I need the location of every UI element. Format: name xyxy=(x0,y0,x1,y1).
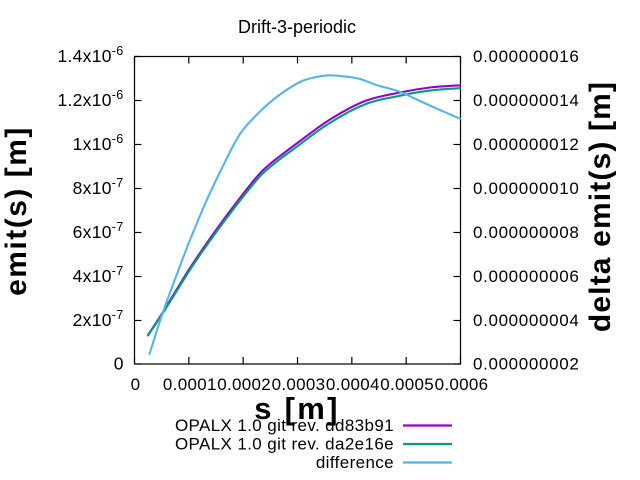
svg-text:0.0001: 0.0001 xyxy=(163,375,217,394)
svg-text:1.4x10-6: 1.4x10-6 xyxy=(57,44,123,66)
svg-text:emit(s) [m]: emit(s) [m] xyxy=(0,126,33,296)
svg-text:6x10-7: 6x10-7 xyxy=(73,220,124,242)
svg-text:1.2x10-6: 1.2x10-6 xyxy=(57,88,123,110)
svg-text:0: 0 xyxy=(114,354,124,374)
svg-text:0.0004: 0.0004 xyxy=(326,375,380,394)
svg-text:0: 0 xyxy=(131,375,141,394)
svg-text:0.0005: 0.0005 xyxy=(380,375,434,394)
svg-text:0.0003: 0.0003 xyxy=(272,375,326,394)
svg-text:s [m]: s [m] xyxy=(254,391,340,426)
svg-text:0.000000010: 0.000000010 xyxy=(473,179,579,198)
svg-text:difference: difference xyxy=(316,453,394,472)
svg-text:8x10-7: 8x10-7 xyxy=(73,176,124,198)
svg-text:0.000000006: 0.000000006 xyxy=(473,267,579,286)
svg-text:0.0002: 0.0002 xyxy=(217,375,271,394)
svg-text:0.000000002: 0.000000002 xyxy=(473,355,579,374)
svg-text:0.000000012: 0.000000012 xyxy=(473,135,579,154)
svg-text:0.000000004: 0.000000004 xyxy=(473,311,579,330)
svg-text:4x10-7: 4x10-7 xyxy=(73,264,124,286)
svg-text:0.0006: 0.0006 xyxy=(435,375,489,394)
svg-text:0.000000014: 0.000000014 xyxy=(473,91,579,110)
svg-text:1x10-6: 1x10-6 xyxy=(73,132,124,154)
svg-text:0.000000016: 0.000000016 xyxy=(473,47,579,66)
svg-text:delta emit(s) [m]: delta emit(s) [m] xyxy=(584,81,617,332)
svg-text:OPALX 1.0 git rev. da2e16e: OPALX 1.0 git rev. da2e16e xyxy=(175,435,394,454)
svg-text:Drift-3-periodic: Drift-3-periodic xyxy=(238,17,356,37)
svg-text:OPALX 1.0 git rev. dd83b91: OPALX 1.0 git rev. dd83b91 xyxy=(175,416,394,435)
svg-text:2x10-7: 2x10-7 xyxy=(73,308,124,330)
svg-text:0.000000008: 0.000000008 xyxy=(473,223,579,242)
